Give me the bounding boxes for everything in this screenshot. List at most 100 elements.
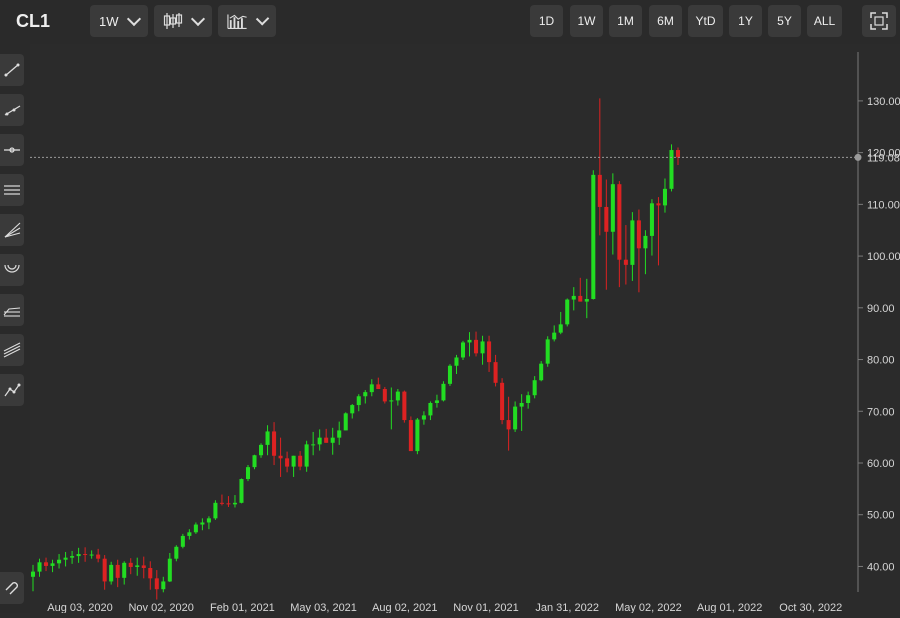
candle-body (369, 384, 374, 393)
candle-body (519, 402, 524, 407)
interval-dropdown[interactable]: 1W (90, 5, 148, 37)
candle-body (415, 419, 420, 452)
range-all-button[interactable]: ALL (807, 5, 842, 37)
candle-body (174, 546, 179, 559)
candle-body (76, 554, 81, 557)
horizontal-line-icon (4, 147, 20, 153)
arc-tool[interactable] (0, 254, 24, 286)
range-1y-button[interactable]: 1Y (729, 5, 762, 37)
candle-body (539, 363, 544, 381)
candlestick-chart[interactable]: 40.00 50.00 60.00 70.00 80.00 90.00 100.00 110.… (30, 44, 900, 614)
candle-body (382, 389, 387, 402)
fibonacci-tool[interactable] (0, 294, 24, 326)
range-6m-button[interactable]: 6M (649, 5, 682, 37)
candle-body (324, 437, 329, 443)
parallel-channel-tool[interactable] (0, 174, 24, 206)
candle-body (193, 524, 198, 533)
candle-body (343, 413, 348, 431)
y-tick-label: 60.00 (867, 458, 895, 470)
candle-body (63, 557, 68, 560)
candle-body (350, 405, 355, 414)
candle-body (89, 554, 94, 556)
candle-body (558, 324, 563, 333)
candle-body (604, 206, 609, 232)
candle-body (513, 406, 518, 430)
candle-body (447, 365, 452, 384)
x-tick-label: Nov 01, 2021 (453, 602, 518, 613)
candle-body (70, 556, 75, 558)
candle-body (591, 174, 596, 300)
range-1w-button[interactable]: 1W (570, 5, 603, 37)
candle-body (441, 383, 446, 401)
candle-body (83, 554, 88, 556)
candle-body (500, 382, 505, 421)
horizontal-line-tool[interactable] (0, 134, 24, 166)
candle-body (395, 391, 400, 401)
x-tick-label: Jan 31, 2022 (535, 602, 599, 613)
polyline-icon (4, 383, 21, 397)
candle-body (311, 444, 316, 446)
candle-body (526, 395, 531, 403)
candle-body (317, 437, 322, 445)
study-dropdown[interactable] (218, 5, 276, 37)
candle-body (669, 150, 674, 189)
candle-body (480, 341, 485, 354)
candle-body (115, 564, 120, 578)
x-tick-label: May 03, 2021 (290, 602, 357, 613)
candle-body (662, 188, 667, 206)
fan-lines-icon (4, 222, 21, 238)
candle-body (571, 295, 576, 300)
candlestick-icon (163, 13, 183, 29)
parallel-channel-icon (4, 185, 20, 195)
candle-body (578, 295, 583, 302)
chart-area[interactable]: 40.00 50.00 60.00 70.00 80.00 90.00 100.00 110.… (30, 44, 900, 614)
range-ytd-button[interactable]: YtD (688, 5, 723, 37)
candle-body (552, 332, 557, 340)
range-1d-button[interactable]: 1D (530, 5, 563, 37)
ray-line-tool[interactable] (0, 94, 24, 126)
candle-body (532, 380, 537, 396)
candle-body (232, 502, 237, 505)
fullscreen-button[interactable] (862, 5, 896, 37)
candle-body (213, 502, 218, 519)
range-5y-button[interactable]: 5Y (768, 5, 801, 37)
candle-body (200, 522, 205, 525)
candle-body (154, 578, 159, 590)
candle-body (219, 502, 224, 504)
candle-body (630, 220, 635, 265)
bar-chart-icon (227, 14, 247, 30)
y-tick-label: 80.00 (867, 355, 895, 367)
polyline-tool[interactable] (0, 374, 24, 406)
symbol-label[interactable]: CL1 (16, 11, 51, 31)
y-tick-label: 50.00 (867, 510, 895, 522)
chart-style-dropdown[interactable] (154, 5, 212, 37)
candle-body (109, 564, 114, 582)
candle-body (252, 455, 257, 468)
candle-body (363, 392, 368, 397)
candle-body (30, 571, 36, 577)
candle-body (245, 467, 251, 480)
range-1m-button[interactable]: 1M (609, 5, 642, 37)
candle-body (187, 532, 192, 536)
candle-body (141, 565, 146, 568)
candle-body (454, 357, 459, 366)
candle-body (408, 420, 413, 452)
candle-body (291, 455, 296, 467)
pitchfork-tool[interactable] (0, 334, 24, 366)
fibonacci-icon (3, 307, 21, 317)
candle-body (259, 444, 264, 456)
magnet-tool[interactable] (0, 572, 24, 604)
candle-body (285, 458, 290, 467)
candle-body (180, 535, 185, 547)
y-tick-label: 120.00 (867, 148, 900, 160)
candle-body (330, 437, 335, 443)
candle-body (643, 235, 648, 249)
candle-body (226, 503, 231, 505)
candle-body (272, 431, 277, 456)
candle-body (487, 341, 492, 363)
pitchfork-icon (3, 342, 21, 358)
trend-line-tool[interactable] (0, 54, 24, 86)
x-tick-label: Aug 02, 2021 (372, 602, 437, 613)
fan-lines-tool[interactable] (0, 214, 24, 246)
candle-body (493, 362, 498, 383)
